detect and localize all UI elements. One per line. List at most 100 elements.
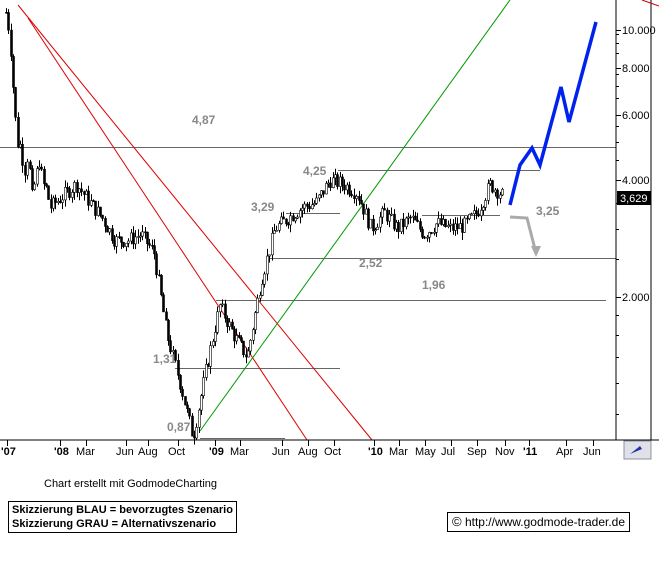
pen-tool-icon: [630, 446, 642, 454]
level-label: 3,25: [536, 204, 560, 218]
candle-body: [31, 168, 34, 190]
candle-body: [231, 321, 234, 330]
candle-body: [379, 216, 382, 228]
x-tick-label: '07: [1, 446, 16, 458]
candle-body: [21, 144, 24, 166]
candle-body: [64, 187, 67, 201]
candle-body: [115, 236, 118, 247]
candle-body: [134, 236, 137, 245]
candle-body: [252, 329, 255, 341]
candle-body: [92, 200, 95, 202]
scenario-legend: Skizzierung BLAU = bevorzugtes Szenario …: [8, 501, 237, 533]
x-tick-label: Mar: [76, 446, 95, 458]
candle-body: [470, 213, 473, 215]
x-tick-label: Oct: [324, 446, 341, 458]
candle-body: [318, 194, 321, 199]
candle-body: [226, 318, 229, 327]
candle-body: [501, 189, 504, 196]
candle-body: [360, 200, 363, 205]
candle-body: [294, 217, 297, 222]
candle-body: [278, 223, 281, 231]
x-tick-label: Jul: [441, 446, 455, 458]
candle-body: [491, 180, 494, 193]
candle-body: [381, 208, 384, 218]
candle-body: [416, 219, 419, 222]
candle-body: [249, 339, 252, 352]
candle-body: [480, 209, 483, 217]
candle-body: [36, 168, 39, 185]
candle-body: [421, 228, 424, 238]
candle-body: [130, 232, 133, 242]
x-tick-label: Jun: [116, 446, 134, 458]
candle-body: [205, 364, 208, 378]
level-label: 0,87: [167, 420, 191, 434]
candle-body: [405, 217, 408, 228]
candle-body: [456, 223, 459, 230]
trendline: [27, 17, 308, 441]
candle-body: [238, 335, 241, 338]
grey-scenario-arrowhead: [531, 246, 541, 257]
y-tick-label: 6.000: [622, 110, 650, 122]
candle-body: [73, 182, 76, 193]
x-tick-label: Mar: [230, 446, 249, 458]
candle-body: [66, 187, 69, 189]
source-url-box[interactable]: © http://www.godmode-trader.de: [447, 512, 631, 532]
candle-body: [301, 207, 304, 211]
candle-body: [193, 435, 196, 439]
candle-body: [280, 216, 283, 224]
candle-body: [393, 213, 396, 230]
candle-body: [487, 183, 490, 201]
candle-body: [40, 166, 43, 170]
candle-body: [447, 225, 450, 228]
candle-body: [200, 395, 203, 411]
candle-body: [247, 350, 250, 358]
level-label: 3,29: [251, 200, 275, 214]
candle-body: [179, 375, 182, 390]
candle-body: [449, 223, 452, 226]
candle-body: [296, 216, 299, 219]
candle-body: [362, 203, 365, 215]
candle-body: [402, 218, 405, 228]
candle-body: [273, 230, 276, 234]
candle-body: [155, 253, 158, 276]
candle-body: [10, 29, 13, 57]
candle-body: [374, 229, 377, 232]
trendline: [17, 4, 373, 441]
x-tick-label: Mar: [389, 446, 408, 458]
candle-body: [127, 240, 130, 244]
x-tick-label: Aug: [298, 446, 318, 458]
candle-body: [61, 199, 64, 203]
candle-body: [68, 188, 71, 198]
source-url-link[interactable]: http://www.godmode-trader.de: [464, 515, 626, 529]
candle-body: [266, 255, 269, 275]
blue-scenario-path: [508, 21, 598, 206]
candle-body: [165, 311, 168, 321]
candle-body: [313, 203, 316, 206]
x-tick-label: '08: [54, 446, 69, 458]
candle-body: [216, 311, 219, 333]
candle-body: [240, 337, 243, 342]
candle-body: [54, 197, 57, 204]
candle-body: [423, 236, 426, 239]
candle-body: [329, 182, 332, 188]
candle-body: [282, 216, 285, 220]
last-price-box: [617, 191, 651, 205]
candle-body: [14, 87, 17, 118]
candle-body: [477, 213, 480, 217]
candle-body: [348, 184, 351, 195]
candle-body: [12, 56, 15, 88]
candle-body: [233, 328, 236, 342]
candle-body: [191, 415, 194, 437]
candle-body: [45, 183, 48, 187]
candle-body: [162, 294, 165, 313]
candle-body: [268, 254, 271, 257]
candle-body: [358, 196, 361, 201]
candle-body: [409, 216, 412, 219]
x-tick-label: Oct: [168, 446, 185, 458]
candle-body: [132, 232, 135, 245]
candle-body: [224, 303, 227, 319]
candle-body: [141, 231, 144, 237]
candle-body: [113, 240, 116, 247]
x-tick-label: Apr: [556, 446, 573, 458]
candle-body: [47, 185, 50, 200]
